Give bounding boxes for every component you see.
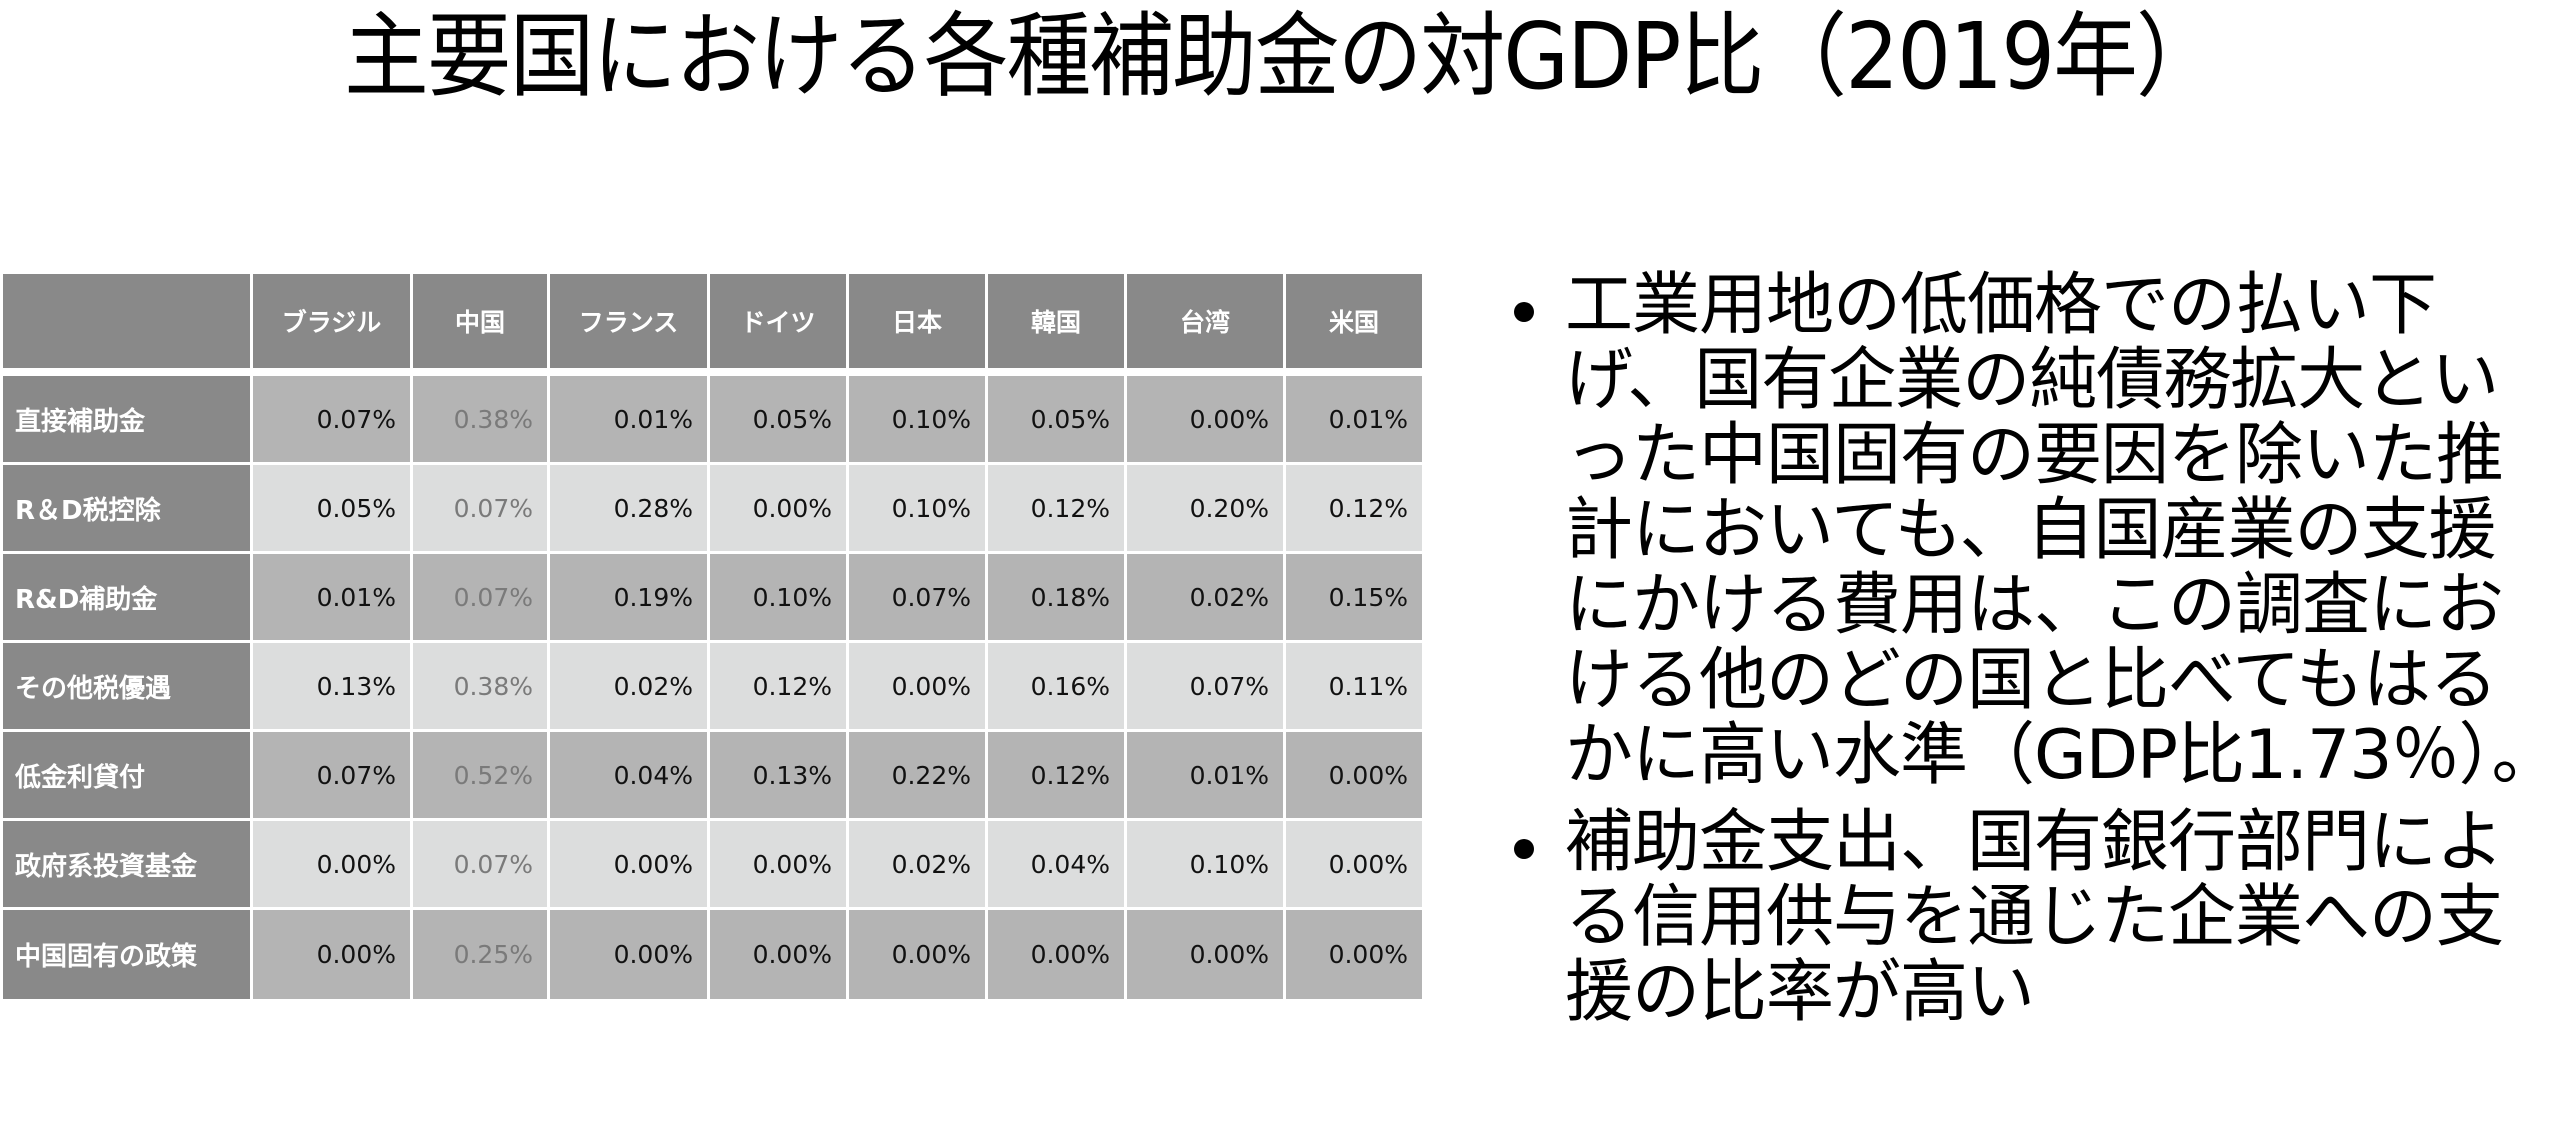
table-cell: 0.00%: [988, 910, 1127, 999]
table-cell: 0.04%: [988, 821, 1127, 910]
table-cell: 0.07%: [1127, 643, 1286, 732]
bullet-icon: [1514, 302, 1534, 322]
subsidy-table: ブラジル 中国 フランス ドイツ 日本 韓国 台湾 米国 直接補助金 0.07%…: [3, 274, 1422, 999]
table-header-row: ブラジル 中国 フランス ドイツ 日本 韓国 台湾 米国: [3, 274, 1422, 376]
table-row: 低金利貸付 0.07% 0.52% 0.04% 0.13% 0.22% 0.12…: [3, 732, 1422, 821]
table-cell: 0.05%: [710, 376, 849, 465]
table-cell: 0.15%: [1286, 554, 1422, 643]
table-cell: 0.11%: [1286, 643, 1422, 732]
column-header-japan: 日本: [849, 274, 988, 376]
column-header-germany: ドイツ: [710, 274, 849, 376]
table-cell: 0.13%: [253, 643, 413, 732]
table-cell: 0.02%: [849, 821, 988, 910]
table-cell: 0.20%: [1127, 465, 1286, 554]
table-cell: 0.00%: [710, 910, 849, 999]
table-cell: 0.25%: [413, 910, 550, 999]
slide-title: 主要国における各種補助金の対GDP比（2019年）: [344, 3, 2221, 110]
table-cell: 0.12%: [1286, 465, 1422, 554]
column-header-china: 中国: [413, 274, 550, 376]
table-cell: 0.10%: [849, 376, 988, 465]
table-cell: 0.38%: [413, 643, 550, 732]
table-cell: 0.00%: [1286, 821, 1422, 910]
table-cell: 0.07%: [253, 376, 413, 465]
table-cell: 0.01%: [550, 376, 710, 465]
table-cell: 0.07%: [253, 732, 413, 821]
table-cell: 0.02%: [1127, 554, 1286, 643]
table-cell: 0.18%: [988, 554, 1127, 643]
table-cell: 0.00%: [710, 821, 849, 910]
table-cell: 0.01%: [1127, 732, 1286, 821]
table-cell: 0.52%: [413, 732, 550, 821]
table-row: 直接補助金 0.07% 0.38% 0.01% 0.05% 0.10% 0.05…: [3, 376, 1422, 465]
table-cell: 0.00%: [550, 821, 710, 910]
table-cell: 0.10%: [1127, 821, 1286, 910]
table-cell: 0.01%: [253, 554, 413, 643]
table-cell: 0.00%: [253, 821, 413, 910]
column-header-brazil: ブラジル: [253, 274, 413, 376]
table-cell: 0.01%: [1286, 376, 1422, 465]
table-cell: 0.07%: [413, 465, 550, 554]
table-cell: 0.07%: [413, 554, 550, 643]
table-cell: 0.00%: [550, 910, 710, 999]
table-cell: 0.02%: [550, 643, 710, 732]
row-header: 中国固有の政策: [3, 910, 253, 999]
table-cell: 0.04%: [550, 732, 710, 821]
table-cell: 0.00%: [1286, 732, 1422, 821]
table-cell: 0.00%: [849, 910, 988, 999]
bullet-item: 工業用地の低価格での払い下げ、国有企業の純債務拡大といった中国固有の要因を除いた…: [1500, 268, 2560, 793]
table-cell: 0.12%: [988, 465, 1127, 554]
table-cell: 0.22%: [849, 732, 988, 821]
column-header-usa: 米国: [1286, 274, 1422, 376]
table-row: 中国固有の政策 0.00% 0.25% 0.00% 0.00% 0.00% 0.…: [3, 910, 1422, 999]
row-header: 低金利貸付: [3, 732, 253, 821]
bullet-item: 補助金支出、国有銀行部門による信用供与を通じた企業への支援の比率が高い: [1500, 805, 2560, 1030]
table-cell: 0.10%: [849, 465, 988, 554]
table-cell: 0.05%: [253, 465, 413, 554]
table-cell: 0.00%: [849, 643, 988, 732]
table-cell: 0.28%: [550, 465, 710, 554]
row-header: R＆D税控除: [3, 465, 253, 554]
corner-cell: [3, 274, 253, 376]
table-row: その他税優遇 0.13% 0.38% 0.02% 0.12% 0.00% 0.1…: [3, 643, 1422, 732]
column-header-france: フランス: [550, 274, 710, 376]
table-cell: 0.12%: [710, 643, 849, 732]
table-cell: 0.38%: [413, 376, 550, 465]
table-row: 政府系投資基金 0.00% 0.07% 0.00% 0.00% 0.02% 0.…: [3, 821, 1422, 910]
table-row: R&D補助金 0.01% 0.07% 0.19% 0.10% 0.07% 0.1…: [3, 554, 1422, 643]
column-header-korea: 韓国: [988, 274, 1127, 376]
table-cell: 0.12%: [988, 732, 1127, 821]
table-cell: 0.00%: [253, 910, 413, 999]
subsidy-table-container: ブラジル 中国 フランス ドイツ 日本 韓国 台湾 米国 直接補助金 0.07%…: [3, 274, 1422, 999]
bullet-text: 工業用地の低価格での払い下げ、国有企業の純債務拡大といった中国固有の要因を除いた…: [1565, 266, 2559, 795]
bullet-text: 補助金支出、国有銀行部門による信用供与を通じた企業への支援の比率が高い: [1565, 803, 2504, 1032]
table-cell: 0.07%: [849, 554, 988, 643]
row-header: 直接補助金: [3, 376, 253, 465]
table-cell: 0.00%: [1127, 910, 1286, 999]
table-cell: 0.00%: [1127, 376, 1286, 465]
bullet-list: 工業用地の低価格での払い下げ、国有企業の純債務拡大といった中国固有の要因を除いた…: [1500, 268, 2560, 1042]
table-cell: 0.10%: [710, 554, 849, 643]
table-row: R＆D税控除 0.05% 0.07% 0.28% 0.00% 0.10% 0.1…: [3, 465, 1422, 554]
table-cell: 0.19%: [550, 554, 710, 643]
row-header: 政府系投資基金: [3, 821, 253, 910]
table-cell: 0.16%: [988, 643, 1127, 732]
bullet-icon: [1514, 839, 1534, 859]
row-header: その他税優遇: [3, 643, 253, 732]
column-header-taiwan: 台湾: [1127, 274, 1286, 376]
table-cell: 0.00%: [1286, 910, 1422, 999]
row-header: R&D補助金: [3, 554, 253, 643]
table-cell: 0.05%: [988, 376, 1127, 465]
table-cell: 0.00%: [710, 465, 849, 554]
table-cell: 0.07%: [413, 821, 550, 910]
table-cell: 0.13%: [710, 732, 849, 821]
